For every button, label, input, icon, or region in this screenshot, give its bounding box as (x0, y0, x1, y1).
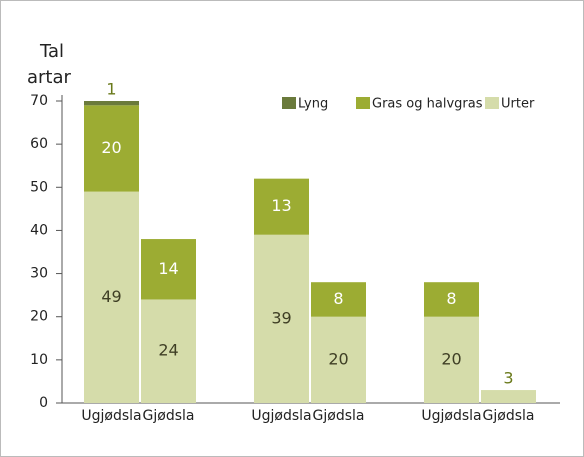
bar-segment (254, 234, 309, 403)
y-tick-label: 50 (30, 179, 48, 195)
legend-swatch (485, 97, 499, 109)
y-tick-label: 40 (30, 222, 48, 238)
data-label: 14 (158, 259, 178, 278)
y-tick-label: 0 (39, 395, 48, 411)
bar-segment (254, 178, 309, 235)
y-tick-label: 20 (30, 309, 48, 325)
bar-segment (84, 105, 139, 192)
x-tick-label: Ugjødsla (251, 408, 311, 424)
data-label: 1 (106, 80, 116, 99)
x-tick-label: Gjødsla (483, 408, 535, 424)
bar-segment (424, 282, 479, 317)
x-tick-label: Ugjødsla (81, 408, 141, 424)
bar-segment (311, 316, 366, 403)
y-tick-label: 10 (30, 352, 48, 368)
legend-label: Urter (501, 97, 535, 112)
x-tick-label: Gjødsla (143, 408, 195, 424)
data-label: 8 (446, 289, 456, 308)
bar-segment (84, 101, 139, 106)
bar-segment (481, 390, 536, 403)
data-label: 20 (328, 349, 348, 368)
bar-segment (141, 299, 196, 403)
bar-segment (141, 239, 196, 300)
data-label: 39 (271, 308, 291, 327)
y-axis-label: artar (27, 67, 72, 88)
data-label: 3 (503, 369, 513, 388)
data-label: 8 (333, 289, 343, 308)
legend-label: Lyng (298, 97, 328, 112)
data-label: 13 (271, 196, 291, 215)
y-axis-label: Tal (39, 41, 64, 62)
data-label: 49 (101, 287, 121, 306)
bar-segment (84, 191, 139, 403)
y-tick-label: 70 (30, 93, 48, 109)
y-tick-label: 30 (30, 266, 48, 282)
bar-segment (424, 316, 479, 403)
data-label: 20 (101, 138, 121, 157)
y-tick-label: 60 (30, 136, 48, 152)
x-tick-label: Ugjødsla (421, 408, 481, 424)
legend-swatch (356, 97, 370, 109)
legend-swatch (282, 97, 296, 109)
bar-segment (311, 282, 366, 317)
legend-label: Gras og halvgras (372, 97, 483, 112)
data-label: 20 (441, 349, 461, 368)
data-label: 24 (158, 341, 178, 360)
x-tick-label: Gjødsla (313, 408, 365, 424)
